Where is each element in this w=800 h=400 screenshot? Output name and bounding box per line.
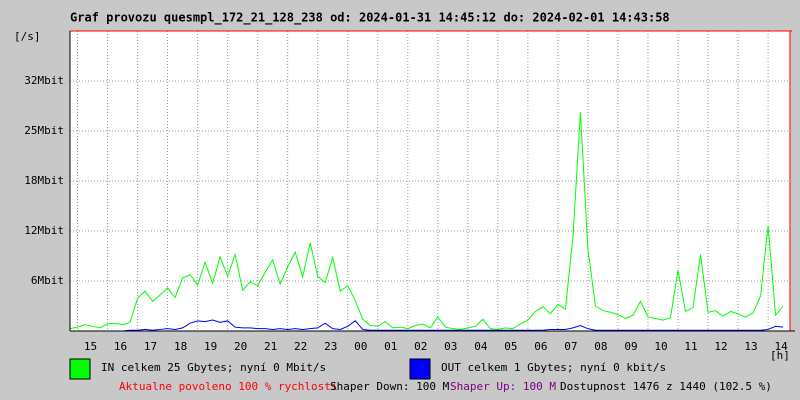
x-tick-label: 10: [654, 340, 667, 353]
footer-text: Aktualne povoleno 100 % rychlosti: [119, 380, 338, 393]
series-line: [70, 319, 784, 332]
x-tick-label: 11: [684, 340, 697, 353]
series-line: [69, 112, 784, 330]
x-tick-label: 15: [84, 340, 97, 353]
x-tick-label: 14: [774, 340, 788, 353]
footer-text: Dostupnost 1476 z 1440 (102.5 %): [560, 380, 772, 393]
x-tick-label: 06: [534, 340, 547, 353]
x-tick-label: 01: [384, 340, 397, 353]
x-tick-label: 23: [324, 340, 337, 353]
legend-swatch: [69, 358, 91, 380]
legend: IN celkem 25 Gbytes; nyní 0 Mbit/s OUT ce…: [69, 358, 772, 393]
grid: [70, 31, 790, 331]
x-tick-label: 00: [354, 340, 367, 353]
x-axis-label: [h]: [770, 349, 790, 362]
x-tick-label: 07: [564, 340, 577, 353]
x-tick-label: 13: [744, 340, 757, 353]
legend-swatch: [409, 358, 431, 380]
footer-text: Shaper Up: 100 M: [450, 380, 556, 393]
y-axis-label: [/s]: [14, 30, 41, 43]
y-tick-label: 32Mbit: [24, 74, 64, 87]
x-tick-label: 16: [114, 340, 127, 353]
x-tick-label: 22: [294, 340, 307, 353]
x-tick-label: 08: [594, 340, 607, 353]
x-tick-label: 02: [414, 340, 427, 353]
y-tick-label: 18Mbit: [24, 174, 64, 187]
x-tick-label: 03: [444, 340, 457, 353]
legend-label: OUT celkem 1 Gbytes; nyní 0 kbit/s: [441, 361, 666, 374]
x-tick-label: 09: [624, 340, 637, 353]
lines: [69, 112, 784, 332]
y-tick-label: 25Mbit: [24, 124, 64, 137]
x-tick-label: 20: [234, 340, 247, 353]
x-tick-label: 18: [174, 340, 187, 353]
y-tick-label: 6Mbit: [31, 274, 64, 287]
footer-text: Shaper Down: 100 M: [330, 380, 450, 393]
legend-label: IN celkem 25 Gbytes; nyní 0 Mbit/s: [101, 361, 326, 374]
x-tick-label: 17: [144, 340, 157, 353]
x-tick-label: 12: [714, 340, 727, 353]
y-tick-label: 12Mbit: [24, 224, 64, 237]
chart-title: Graf provozu quesmpl_172_21_128_238 od: …: [70, 11, 670, 26]
x-tick-label: 04: [474, 340, 488, 353]
x-tick-label: 21: [264, 340, 277, 353]
x-tick-label: 19: [204, 340, 217, 353]
x-tick-label: 05: [504, 340, 517, 353]
